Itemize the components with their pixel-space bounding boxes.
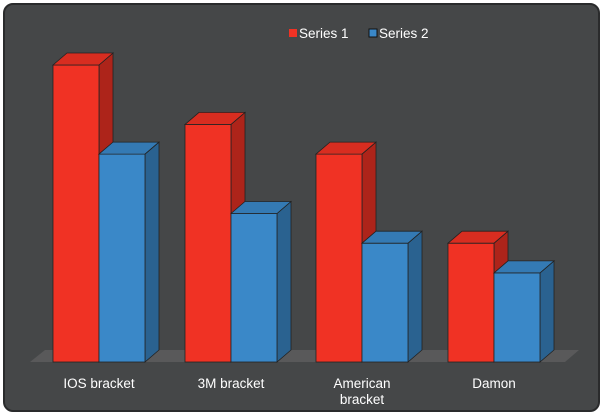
- bar-front: [315, 153, 363, 363]
- bar-front: [230, 213, 278, 363]
- chart-frame: IOS bracket 3M bracket American bracket Damo…: [3, 3, 600, 412]
- legend-swatch-series-1: [289, 29, 297, 37]
- bar-series-2-damon: [492, 260, 556, 363]
- legend-label-series-1: Series 1: [299, 26, 349, 41]
- bar-front: [184, 124, 232, 363]
- bar-top: [360, 230, 424, 244]
- legend: Series 1 Series 2: [289, 26, 429, 41]
- bars-group: [51, 52, 556, 363]
- chart-floor: [30, 350, 579, 362]
- bar-top: [492, 260, 556, 274]
- bar-top: [51, 52, 115, 66]
- x-tick-label: IOS bracket: [63, 376, 135, 391]
- bar-top: [183, 112, 247, 125]
- bar-front: [52, 64, 100, 363]
- x-tick-label: Damon: [472, 376, 516, 391]
- bar-top: [314, 141, 378, 155]
- bar-front: [361, 242, 409, 363]
- bar-series-2-ios-bracket: [97, 141, 161, 363]
- bar-front: [447, 242, 495, 363]
- bar-side: [276, 200, 292, 363]
- x-tick-label: American bracket: [333, 376, 390, 407]
- bar-side: [407, 230, 423, 363]
- legend-label-series-2: Series 2: [379, 26, 429, 41]
- bar-front: [98, 153, 146, 363]
- bar-side: [539, 260, 555, 363]
- bar-top: [97, 141, 161, 155]
- bar-series-2-3m-bracket: [229, 200, 293, 363]
- bar-front: [493, 272, 541, 363]
- bar-top: [229, 201, 293, 214]
- bar-series-2-american-bracket: [360, 230, 424, 363]
- x-tick-label: 3M bracket: [198, 376, 265, 391]
- bar-top: [446, 230, 510, 244]
- x-axis-tick-labels: IOS bracket 3M bracket American bracket Damo…: [63, 376, 515, 407]
- legend-swatch-series-2: [368, 28, 378, 38]
- bar-chart: IOS bracket 3M bracket American bracket Damo…: [30, 26, 579, 407]
- bar-side: [144, 141, 160, 363]
